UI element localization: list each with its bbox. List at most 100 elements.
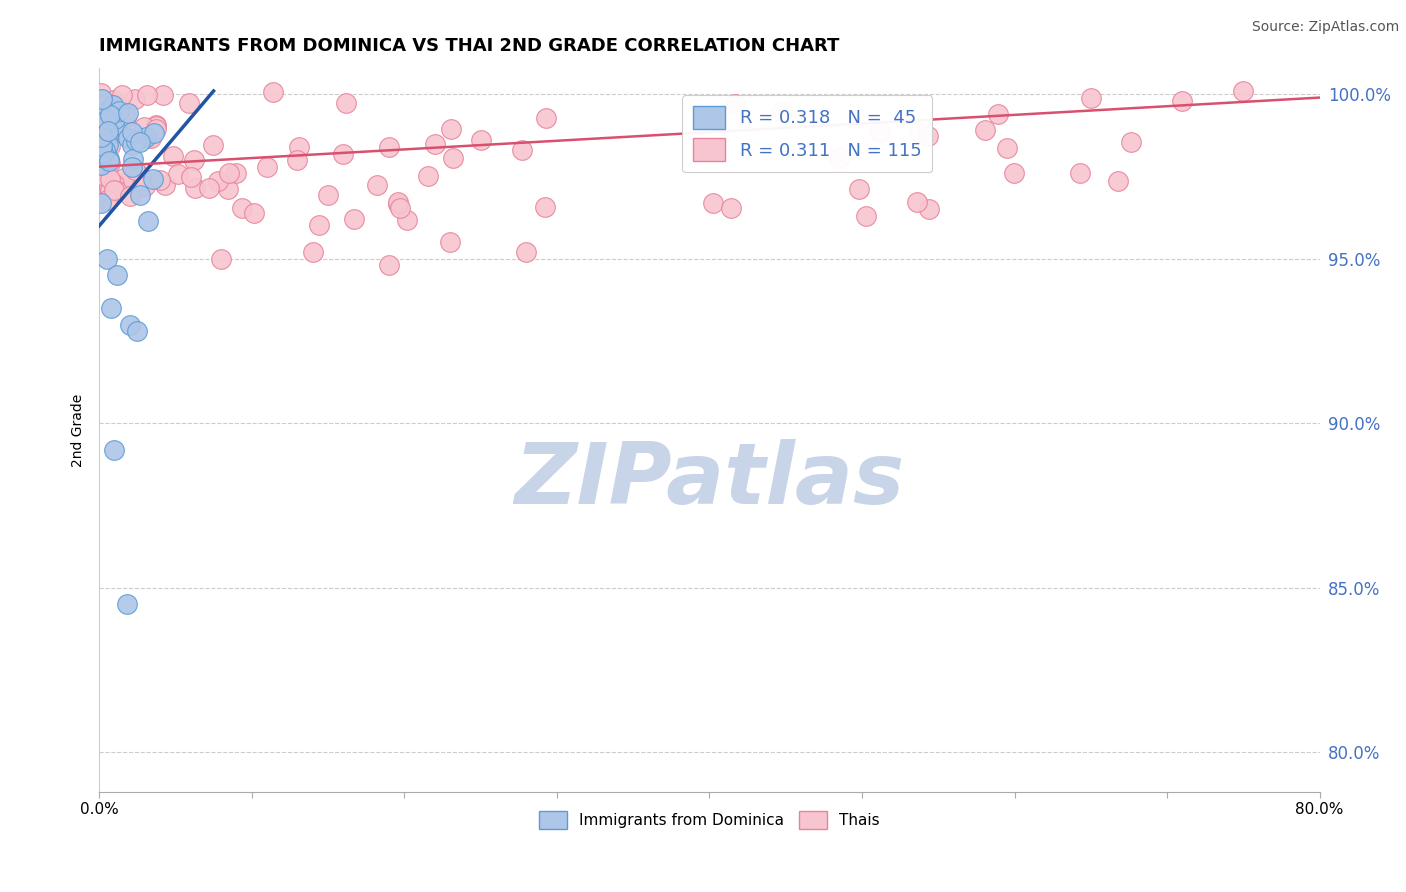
Point <box>1080 90 1102 104</box>
Point <box>121 125 143 139</box>
Point <box>378 140 401 154</box>
Point <box>105 184 128 198</box>
Point <box>98 183 121 197</box>
Point <box>387 197 409 211</box>
Text: IMMIGRANTS FROM DOMINICA VS THAI 2ND GRADE CORRELATION CHART: IMMIGRANTS FROM DOMINICA VS THAI 2ND GRA… <box>100 37 839 55</box>
Point <box>90 145 112 160</box>
Point <box>91 145 114 160</box>
Point <box>96 193 118 207</box>
Point <box>995 141 1018 155</box>
Point <box>145 118 167 132</box>
Point <box>118 189 141 203</box>
Point <box>848 182 870 196</box>
Point <box>100 139 122 153</box>
Point <box>207 173 229 187</box>
Point <box>828 151 851 165</box>
Point <box>974 122 997 136</box>
Point <box>112 170 135 185</box>
Point <box>155 178 177 192</box>
Point <box>90 137 112 152</box>
Point <box>1002 165 1025 179</box>
Point <box>96 123 118 137</box>
Point <box>724 97 747 112</box>
Point <box>135 129 157 144</box>
Point <box>98 171 121 186</box>
Point <box>1069 166 1091 180</box>
Point <box>378 259 401 273</box>
Point <box>125 178 148 192</box>
Point <box>343 211 366 226</box>
Point <box>301 245 323 260</box>
Point <box>90 133 112 147</box>
Point <box>396 213 419 227</box>
Point <box>287 140 309 154</box>
Point <box>184 180 207 194</box>
Point <box>105 177 128 191</box>
Point <box>180 169 202 184</box>
Point <box>90 132 112 146</box>
Point <box>201 138 224 153</box>
Text: ZIPatlas: ZIPatlas <box>515 439 904 522</box>
Point <box>218 166 240 180</box>
Point <box>770 105 793 120</box>
Point <box>118 318 141 332</box>
Point <box>111 176 134 190</box>
Point <box>103 183 125 197</box>
Text: Source: ZipAtlas.com: Source: ZipAtlas.com <box>1251 20 1399 34</box>
Point <box>97 154 120 169</box>
Point <box>987 107 1010 121</box>
Point <box>855 210 877 224</box>
Point <box>316 188 339 202</box>
Point <box>918 202 941 217</box>
Point <box>128 188 150 202</box>
Point <box>136 213 159 227</box>
Point <box>917 128 939 143</box>
Point <box>97 181 120 195</box>
Point <box>104 112 127 127</box>
Point <box>1107 174 1129 188</box>
Point <box>98 155 121 169</box>
Point <box>217 182 239 196</box>
Point <box>209 252 232 266</box>
Point <box>90 120 112 135</box>
Point <box>366 178 388 192</box>
Point <box>470 133 492 147</box>
Point <box>536 111 558 125</box>
Point <box>115 598 138 612</box>
Point <box>332 146 354 161</box>
Point <box>141 131 163 145</box>
Point <box>91 139 114 153</box>
Point <box>515 245 537 260</box>
Point <box>96 105 118 120</box>
Point <box>1119 135 1142 149</box>
Point <box>94 143 117 157</box>
Point <box>162 148 184 162</box>
Point <box>167 167 190 181</box>
Point <box>134 179 156 194</box>
Point <box>107 268 129 283</box>
Point <box>533 200 555 214</box>
Point <box>702 196 724 211</box>
Point <box>103 94 125 108</box>
Point <box>510 143 533 157</box>
Point <box>231 201 253 215</box>
Point <box>107 125 129 139</box>
Point <box>90 128 112 142</box>
Point <box>907 125 929 139</box>
Point <box>90 102 112 116</box>
Point <box>335 95 357 110</box>
Point <box>91 92 114 106</box>
Point <box>101 185 124 199</box>
Point <box>308 218 330 232</box>
Point <box>441 151 464 165</box>
Point <box>136 131 159 145</box>
Point <box>145 119 167 133</box>
Point <box>121 137 143 152</box>
Point <box>117 106 139 120</box>
Point <box>124 92 146 106</box>
Point <box>91 144 114 158</box>
Point <box>152 88 174 103</box>
Point <box>262 85 284 99</box>
Point <box>198 181 221 195</box>
Legend: Immigrants from Dominica, Thais: Immigrants from Dominica, Thais <box>533 805 886 835</box>
